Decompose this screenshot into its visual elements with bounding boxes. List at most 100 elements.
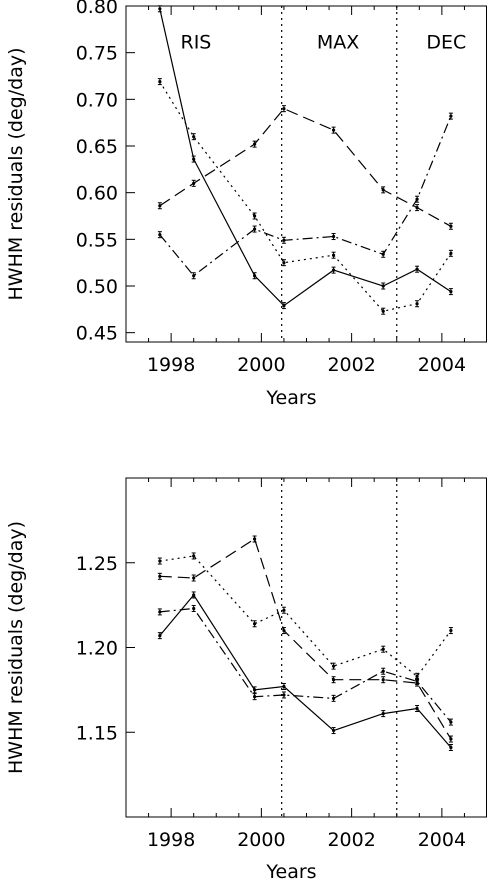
data-point	[449, 251, 453, 255]
x-tick-label: 1998	[147, 354, 195, 376]
data-point	[415, 197, 419, 201]
y-tick-label: 1.25	[76, 553, 118, 575]
data-point	[381, 712, 385, 716]
data-point	[192, 157, 196, 161]
data-point	[381, 669, 385, 673]
data-point	[192, 554, 196, 558]
data-point	[253, 274, 257, 278]
x-tick-label: 2000	[237, 829, 285, 851]
data-point	[282, 628, 286, 633]
data-point	[331, 253, 336, 257]
x-tick-label: 2002	[327, 829, 375, 851]
data-point	[253, 537, 257, 541]
data-point	[158, 7, 162, 11]
data-point	[381, 252, 385, 256]
series-line-dotted	[159, 555, 452, 678]
data-point	[381, 678, 385, 682]
data-point	[282, 238, 286, 242]
x-tick-label: 2004	[418, 829, 466, 851]
x-axis-title: Years	[265, 861, 316, 880]
data-point	[415, 302, 419, 306]
data-point	[415, 679, 419, 684]
y-tick-label: 0.75	[76, 43, 118, 65]
bottom-panel: 1998 2000 2002 2004 1.15 1.20 1.25 Years HWHM re…	[5, 477, 487, 880]
y-tick-label: 0.80	[76, 0, 118, 18]
y-tick-label: 0.50	[76, 276, 118, 298]
y-tick-label: 0.55	[76, 229, 118, 251]
data-point	[253, 227, 257, 231]
phase-label-dec: DEC	[426, 31, 466, 53]
data-point	[282, 684, 286, 689]
y-axis-title: HWHM residuals (deg/day)	[5, 521, 27, 774]
data-point	[381, 647, 385, 651]
data-point	[415, 706, 419, 711]
data-point	[282, 304, 286, 308]
data-point	[158, 634, 162, 638]
data-point	[331, 128, 336, 132]
series-line-solid	[159, 593, 452, 748]
data-point	[192, 576, 196, 580]
plot-frame	[125, 5, 487, 343]
data-point	[158, 559, 162, 563]
data-point	[331, 728, 336, 733]
x-axis-title: Years	[265, 387, 316, 409]
data-point	[381, 284, 385, 288]
plot-frame	[125, 477, 487, 818]
data-point	[415, 267, 419, 271]
data-point	[331, 268, 336, 272]
data-point	[282, 107, 286, 111]
data-point	[449, 737, 453, 741]
y-tick-label: 1.15	[76, 722, 118, 744]
y-tick-label: 0.70	[76, 89, 118, 111]
y-axis-title: HWHM residuals (deg/day)	[5, 47, 27, 300]
y-tick-label: 0.60	[76, 183, 118, 205]
data-point	[449, 290, 453, 294]
data-point	[158, 610, 162, 614]
data-point	[331, 664, 336, 668]
data-point	[192, 274, 196, 278]
phase-label-max: MAX	[317, 31, 359, 53]
series-line-dashed	[159, 538, 452, 740]
x-tick-label: 2002	[327, 354, 375, 376]
y-tick-label: 0.45	[76, 323, 118, 345]
data-point	[449, 720, 453, 724]
data-point	[415, 206, 419, 210]
data-point	[192, 606, 196, 611]
data-point	[331, 696, 336, 700]
data-point	[282, 261, 286, 265]
data-point	[192, 181, 196, 185]
data-point	[253, 688, 257, 692]
data-point	[331, 234, 336, 239]
data-point	[192, 135, 196, 139]
series-line-dashdot	[159, 607, 452, 723]
data-point	[253, 142, 257, 146]
data-point	[253, 695, 257, 699]
phase-label-ris: RIS	[181, 31, 212, 53]
data-point	[449, 114, 453, 118]
data-point	[282, 608, 286, 612]
top-panel: 1998 2000 2002 2004 0.45 0.50 0.55 0.60 0.65 0.70…	[5, 0, 487, 409]
series-line-dashed	[159, 107, 452, 227]
data-point	[331, 678, 336, 682]
data-point	[381, 188, 385, 192]
y-tick-label: 1.20	[76, 638, 118, 660]
data-point	[449, 745, 453, 750]
data-point	[192, 593, 196, 597]
data-point	[381, 309, 385, 313]
data-point	[158, 574, 162, 578]
data-point	[449, 628, 453, 633]
data-point	[282, 693, 286, 697]
x-tick-label: 2004	[418, 354, 466, 376]
data-point	[158, 233, 162, 237]
series-line-dotted	[159, 81, 452, 312]
data-point	[253, 214, 257, 218]
series-line-solid	[159, 8, 452, 307]
x-tick-label: 1998	[147, 829, 195, 851]
data-point	[158, 80, 162, 84]
x-tick-label: 2000	[237, 354, 285, 376]
data-point	[449, 224, 453, 228]
data-point	[253, 622, 257, 626]
data-point	[158, 204, 162, 208]
series-line-dashdot	[159, 115, 452, 277]
